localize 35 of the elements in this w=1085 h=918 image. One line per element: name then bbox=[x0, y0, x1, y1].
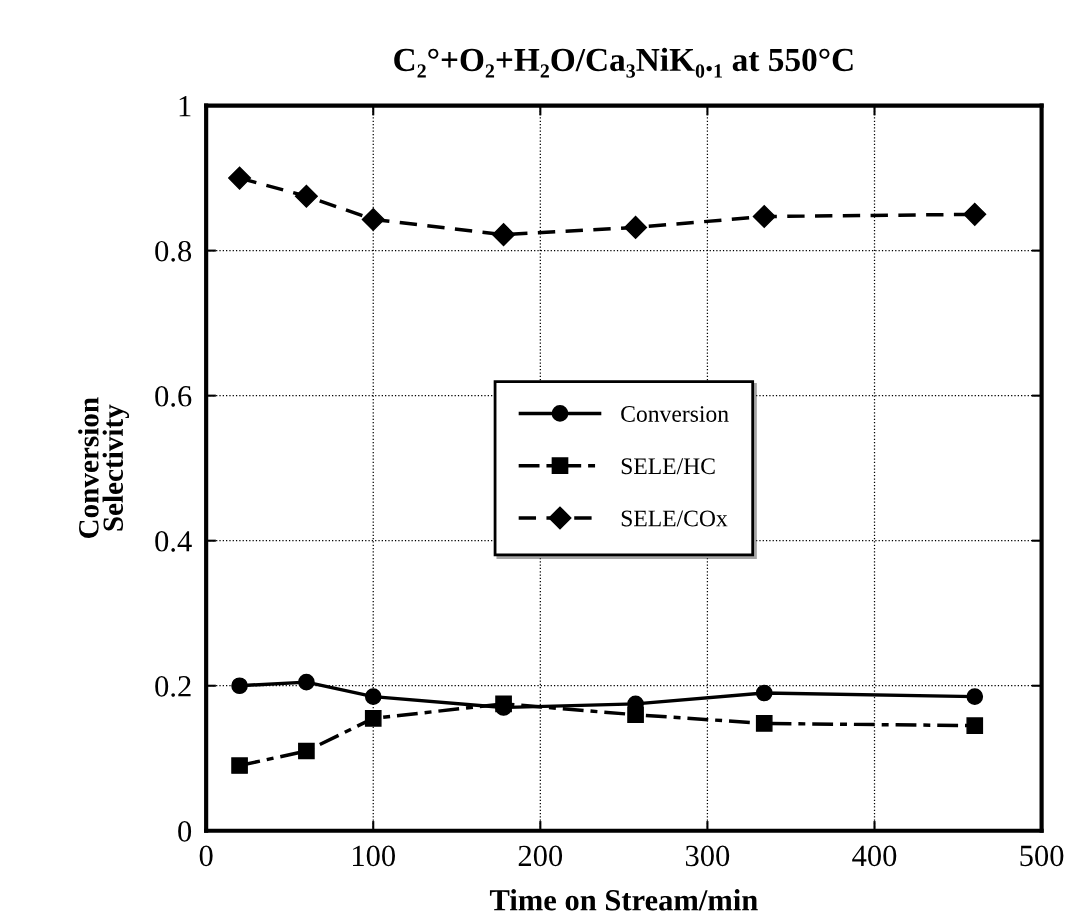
x-tick-label: 400 bbox=[852, 845, 897, 867]
point bbox=[294, 184, 318, 208]
point bbox=[755, 684, 773, 702]
x-tick-label: 0 bbox=[199, 845, 213, 867]
point bbox=[364, 710, 382, 727]
point bbox=[755, 715, 773, 732]
x-tick-label: 300 bbox=[685, 845, 730, 867]
y-tick-label: 1 bbox=[179, 96, 191, 117]
y-tick-label: 0.4 bbox=[155, 530, 192, 552]
legend-label: SELE/COx bbox=[621, 510, 728, 527]
point bbox=[364, 688, 382, 705]
x-tick-label: 200 bbox=[518, 845, 563, 867]
y-tick-label: 0.2 bbox=[155, 676, 191, 697]
point bbox=[298, 742, 315, 760]
point bbox=[361, 207, 385, 231]
legend-label: SELE/HC bbox=[621, 458, 715, 475]
legend-label: Conversion bbox=[621, 406, 729, 422]
point bbox=[624, 215, 648, 239]
point bbox=[752, 205, 776, 229]
point bbox=[298, 673, 315, 691]
x-tick-label: 500 bbox=[1020, 845, 1064, 867]
point bbox=[231, 677, 248, 695]
y-tick-label: 0.8 bbox=[155, 240, 192, 262]
y-axis-title: Conversion Selectivity bbox=[78, 397, 130, 539]
x-axis-title: Time on Stream/min bbox=[489, 889, 758, 911]
point bbox=[966, 688, 984, 705]
point bbox=[966, 717, 984, 734]
y-tick-label: 0.6 bbox=[155, 385, 192, 407]
point bbox=[228, 166, 252, 190]
point bbox=[231, 757, 248, 774]
x-tick-label: 100 bbox=[353, 845, 395, 867]
y-tick-label: 0 bbox=[178, 821, 192, 842]
chart-title: C₂°+O₂+H₂O/Ca₃NiK₀.₁ at 550°C bbox=[394, 47, 853, 78]
point bbox=[963, 202, 987, 226]
point bbox=[492, 223, 516, 247]
